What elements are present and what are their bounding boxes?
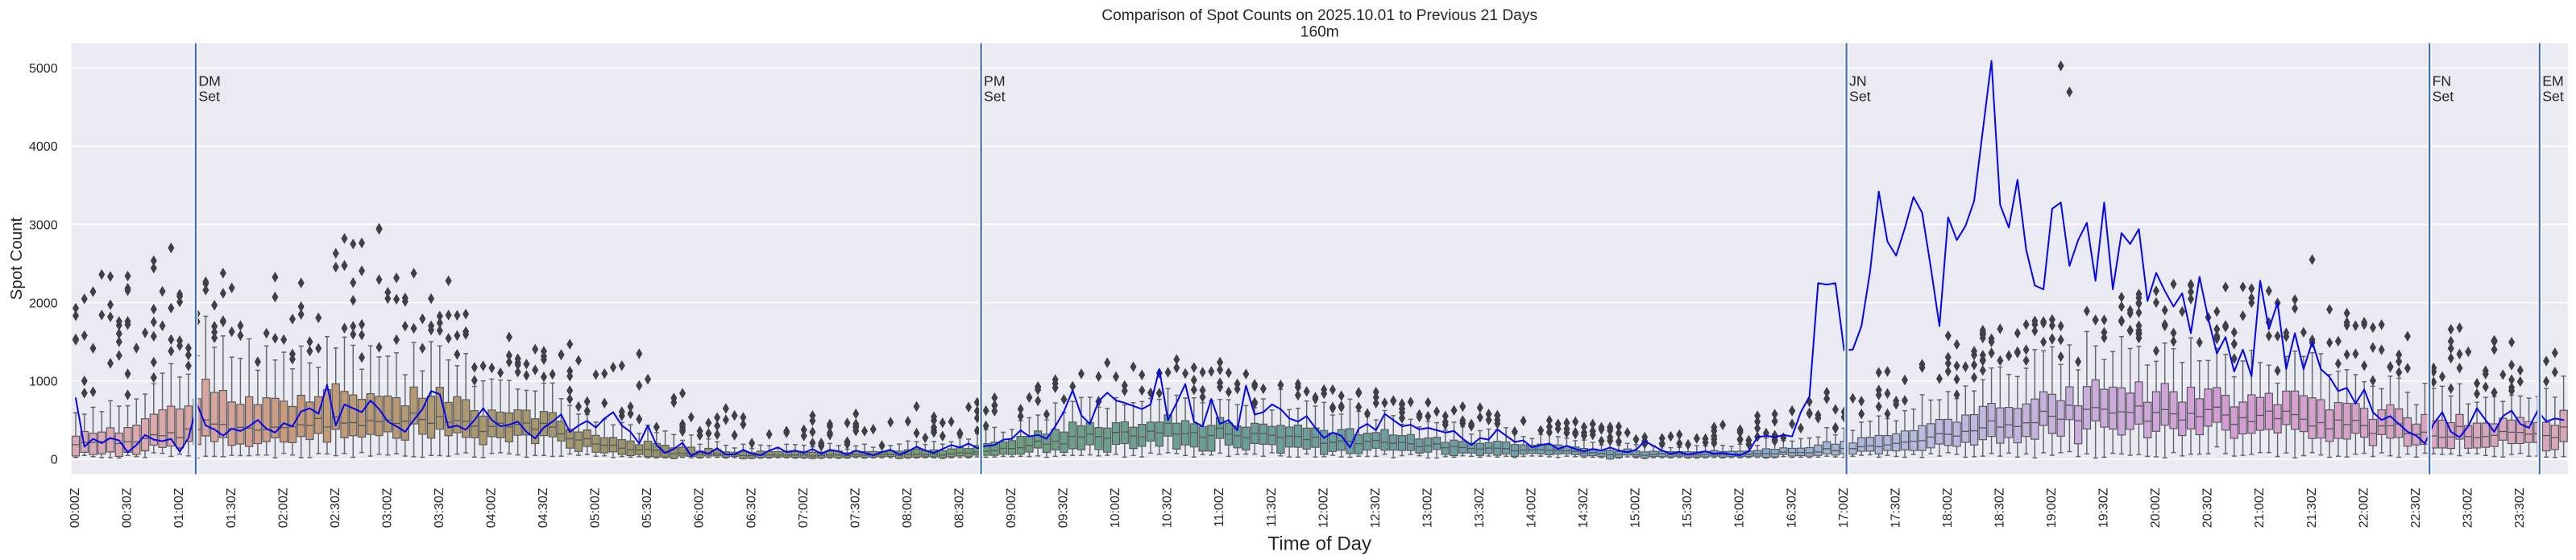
svg-text:17:30Z: 17:30Z bbox=[1889, 487, 1902, 528]
svg-text:08:30Z: 08:30Z bbox=[952, 487, 966, 528]
svg-text:Comparison of Spot Counts on 2: Comparison of Spot Counts on 2025.10.01 … bbox=[1101, 7, 1537, 24]
svg-text:20:00Z: 20:00Z bbox=[2149, 487, 2163, 528]
svg-text:14:30Z: 14:30Z bbox=[1577, 487, 1591, 528]
svg-text:Spot Count: Spot Count bbox=[7, 217, 26, 300]
svg-text:Set: Set bbox=[2542, 88, 2564, 104]
svg-text:05:00Z: 05:00Z bbox=[589, 487, 603, 528]
svg-text:07:00Z: 07:00Z bbox=[797, 487, 811, 528]
svg-text:10:00Z: 10:00Z bbox=[1109, 487, 1122, 528]
svg-text:5000: 5000 bbox=[29, 62, 58, 76]
svg-text:EM: EM bbox=[2542, 73, 2564, 89]
svg-text:13:30Z: 13:30Z bbox=[1473, 487, 1487, 528]
svg-text:08:00Z: 08:00Z bbox=[901, 487, 915, 528]
svg-text:04:00Z: 04:00Z bbox=[485, 487, 499, 528]
svg-text:06:00Z: 06:00Z bbox=[693, 487, 707, 528]
svg-text:DM: DM bbox=[198, 73, 221, 89]
svg-text:21:00Z: 21:00Z bbox=[2253, 487, 2267, 528]
svg-text:18:30Z: 18:30Z bbox=[1993, 487, 2006, 528]
svg-text:10:30Z: 10:30Z bbox=[1161, 487, 1175, 528]
svg-text:19:30Z: 19:30Z bbox=[2097, 487, 2111, 528]
svg-text:15:30Z: 15:30Z bbox=[1681, 487, 1695, 528]
svg-text:04:30Z: 04:30Z bbox=[537, 487, 550, 528]
svg-text:Set: Set bbox=[984, 88, 1006, 104]
svg-text:09:30Z: 09:30Z bbox=[1057, 487, 1071, 528]
svg-text:17:00Z: 17:00Z bbox=[1837, 487, 1851, 528]
svg-text:11:00Z: 11:00Z bbox=[1213, 487, 1226, 527]
svg-text:12:30Z: 12:30Z bbox=[1369, 487, 1383, 528]
svg-text:23:30Z: 23:30Z bbox=[2513, 487, 2527, 528]
svg-text:JN: JN bbox=[1849, 73, 1867, 89]
svg-text:16:00Z: 16:00Z bbox=[1733, 487, 1747, 528]
svg-text:02:30Z: 02:30Z bbox=[329, 487, 342, 528]
svg-text:3000: 3000 bbox=[29, 218, 58, 232]
svg-text:18:00Z: 18:00Z bbox=[1941, 487, 1955, 528]
svg-text:01:30Z: 01:30Z bbox=[225, 487, 239, 528]
svg-text:03:00Z: 03:00Z bbox=[380, 487, 394, 528]
svg-text:PM: PM bbox=[984, 73, 1006, 89]
svg-text:09:00Z: 09:00Z bbox=[1005, 487, 1018, 528]
svg-text:12:00Z: 12:00Z bbox=[1317, 487, 1330, 528]
svg-text:06:30Z: 06:30Z bbox=[745, 487, 758, 528]
svg-text:05:30Z: 05:30Z bbox=[641, 487, 654, 528]
svg-text:23:00Z: 23:00Z bbox=[2461, 487, 2474, 528]
svg-text:0: 0 bbox=[51, 454, 58, 467]
svg-text:03:30Z: 03:30Z bbox=[433, 487, 446, 528]
svg-text:19:00Z: 19:00Z bbox=[2045, 487, 2059, 528]
svg-text:160m: 160m bbox=[1300, 24, 1339, 41]
svg-text:02:00Z: 02:00Z bbox=[276, 487, 290, 528]
svg-text:Set: Set bbox=[1849, 88, 1871, 104]
svg-text:FN: FN bbox=[2433, 73, 2452, 89]
svg-text:16:30Z: 16:30Z bbox=[1785, 487, 1798, 528]
svg-text:21:30Z: 21:30Z bbox=[2305, 487, 2319, 528]
svg-text:01:00Z: 01:00Z bbox=[172, 487, 186, 528]
svg-text:07:30Z: 07:30Z bbox=[848, 487, 862, 528]
svg-text:22:00Z: 22:00Z bbox=[2357, 487, 2371, 528]
svg-text:Time of Day: Time of Day bbox=[1268, 533, 1371, 555]
svg-text:13:00Z: 13:00Z bbox=[1421, 487, 1434, 528]
svg-text:4000: 4000 bbox=[29, 140, 58, 154]
svg-text:20:30Z: 20:30Z bbox=[2201, 487, 2215, 528]
svg-text:00:00Z: 00:00Z bbox=[68, 487, 82, 528]
svg-text:Set: Set bbox=[198, 88, 220, 104]
svg-text:1000: 1000 bbox=[29, 375, 58, 389]
svg-text:2000: 2000 bbox=[29, 297, 58, 310]
svg-text:14:00Z: 14:00Z bbox=[1525, 487, 1539, 528]
svg-text:11:30Z: 11:30Z bbox=[1265, 487, 1279, 527]
svg-text:15:00Z: 15:00Z bbox=[1629, 487, 1643, 528]
svg-text:22:30Z: 22:30Z bbox=[2409, 487, 2423, 528]
svg-text:Set: Set bbox=[2433, 88, 2454, 104]
svg-text:00:30Z: 00:30Z bbox=[121, 487, 135, 528]
